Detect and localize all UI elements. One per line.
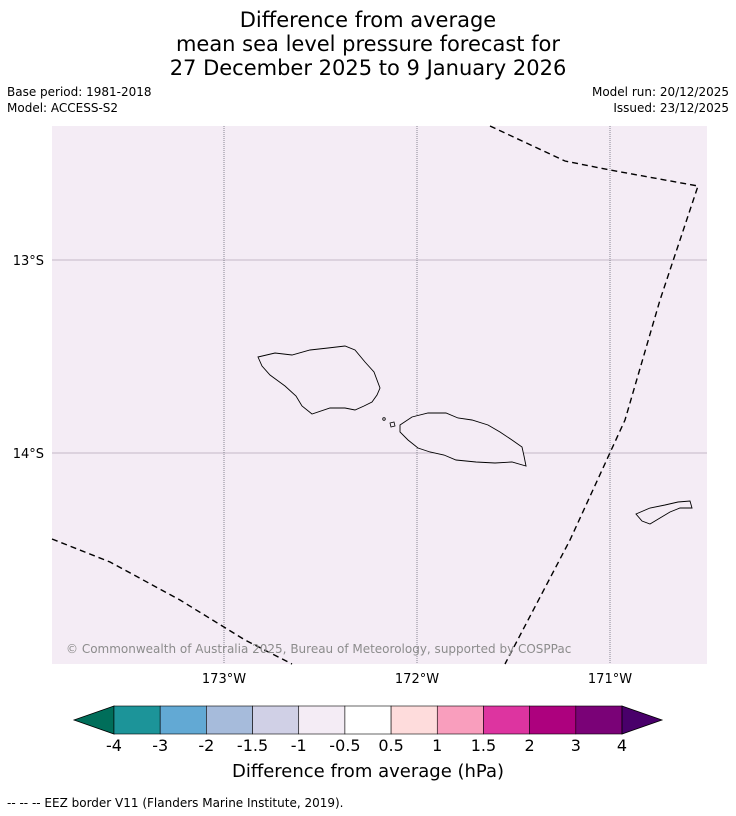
- issued-date: Issued: 23/12/2025: [613, 101, 729, 115]
- lat-label-14s: 14°S: [13, 447, 44, 462]
- colorbar-segment: [344, 705, 392, 735]
- lon-label-173w: 173°W: [202, 672, 246, 687]
- colorbar-tick-label: 2: [525, 736, 535, 755]
- colorbar-segment: [483, 705, 530, 735]
- colorbar-segment: [529, 705, 577, 735]
- colorbar-segment: [252, 705, 300, 735]
- manono-island: [389, 421, 396, 428]
- colorbar-tick-label: -2: [198, 736, 214, 755]
- eez-border-east: [489, 125, 699, 665]
- colorbar-tick-label: -3: [152, 736, 168, 755]
- colorbar-segment: [298, 705, 346, 735]
- colorbar-ticks: -4 -3 -2 -1.5 -1 -0.5 0.5 1 1.5 2 3 4: [106, 736, 627, 755]
- colorbar-segment: [159, 705, 207, 735]
- eez-border: [51, 125, 699, 665]
- colorbar-extension-low: [72, 705, 115, 735]
- title-line-3: 27 December 2025 to 9 January 2026: [169, 56, 567, 80]
- colorbar-tick-label: -4: [106, 736, 122, 755]
- apolima-island: [382, 417, 386, 421]
- meridians: [223, 126, 611, 664]
- lon-label-172w: 172°W: [395, 672, 439, 687]
- gridlines: [52, 259, 707, 454]
- colorbar-tick-label: 3: [571, 736, 581, 755]
- model-name: Model: ACCESS-S2: [7, 101, 119, 115]
- copyright-text: © Commonwealth of Australia 2025, Bureau…: [66, 642, 571, 656]
- colorbar-tick-label: -1: [291, 736, 307, 755]
- colorbar-tick-label: 1: [432, 736, 442, 755]
- colorbar-tick-label: -0.5: [329, 736, 360, 755]
- upolu-island: [399, 412, 527, 467]
- savaii-island: [257, 345, 381, 415]
- eez-legend-note: -- -- -- EEZ border V11 (Flanders Marine…: [7, 796, 344, 810]
- colorbar-extension-high: [621, 705, 664, 735]
- base-period: Base period: 1981-2018: [7, 85, 152, 99]
- meta-right: Model run: 20/12/2025 Issued: 23/12/2025: [592, 84, 729, 116]
- lon-label-171w: 171°W: [588, 672, 632, 687]
- colorbar-tick-label: 4: [617, 736, 627, 755]
- colorbar-tick-label: 0.5: [378, 736, 403, 755]
- model-run: Model run: 20/12/2025: [591, 85, 729, 99]
- colorbar-segment: [113, 705, 161, 735]
- colorbar: [72, 705, 664, 735]
- colorbar-segment: [436, 705, 484, 735]
- map-panel[interactable]: [52, 126, 707, 664]
- title-line-1: Difference from average: [239, 8, 497, 32]
- meta-left: Base period: 1981-2018 Model: ACCESS-S2: [7, 84, 152, 116]
- colorbar-segment: [575, 705, 623, 735]
- tutuila-island: [635, 500, 693, 525]
- colorbar-segment: [390, 705, 438, 735]
- colorbar-tick-label: -1.5: [237, 736, 268, 755]
- colorbar-tick-label: 1.5: [471, 736, 496, 755]
- lat-label-13s: 13°S: [13, 254, 44, 269]
- eez-border-southwest: [51, 538, 293, 665]
- map-title: Difference from average mean sea level p…: [0, 8, 736, 80]
- colorbar-title: Difference from average (hPa): [231, 761, 505, 782]
- title-line-2: mean sea level pressure forecast for: [175, 32, 561, 56]
- colorbar-segment: [206, 705, 253, 735]
